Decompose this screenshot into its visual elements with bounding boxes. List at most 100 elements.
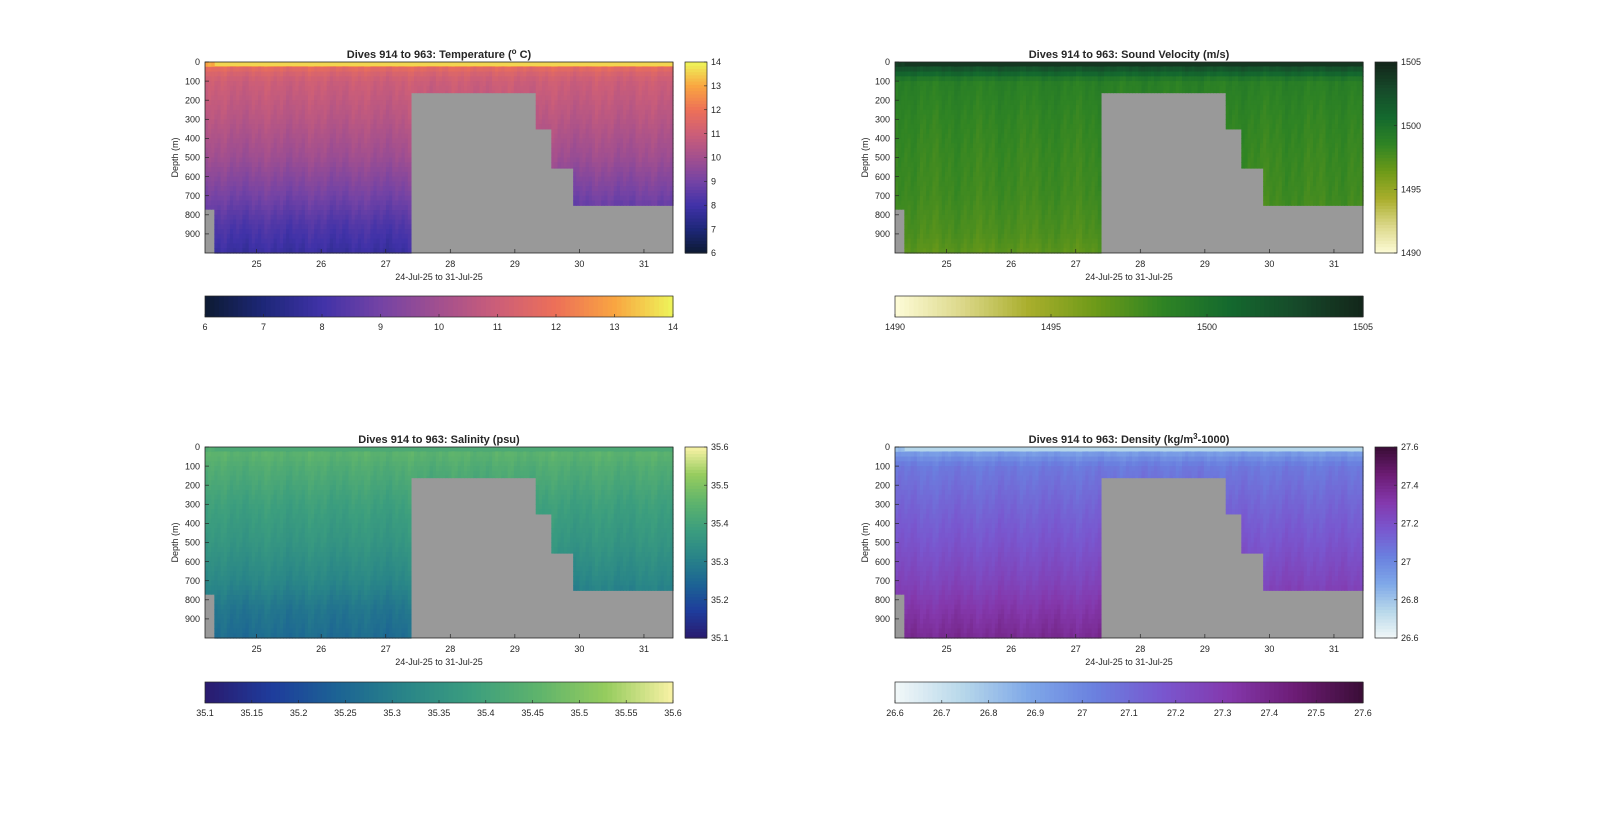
data-cell — [223, 167, 228, 173]
data-cell — [304, 124, 309, 130]
colorbar-tick-label: 11 — [493, 322, 502, 332]
data-cell — [245, 162, 250, 168]
data-cell — [307, 167, 312, 173]
data-cell — [251, 210, 256, 216]
data-cell — [332, 205, 337, 211]
data-cell — [251, 171, 256, 178]
data-cell — [298, 143, 303, 149]
data-cell — [292, 186, 297, 192]
data-cell — [307, 147, 312, 154]
data-cell — [254, 195, 259, 202]
data-cell — [407, 114, 412, 120]
data-cell — [220, 128, 225, 135]
data-cell — [301, 219, 306, 225]
data-cell — [276, 224, 281, 230]
data-cell — [236, 133, 240, 140]
data-cell — [317, 214, 322, 221]
data-cell — [311, 233, 315, 240]
data-cell — [283, 138, 287, 144]
data-cell — [254, 128, 259, 135]
data-cell — [251, 195, 256, 202]
data-cell — [276, 210, 281, 216]
data-cell — [214, 128, 219, 135]
data-cell — [242, 219, 247, 225]
data-cell — [267, 133, 272, 140]
data-cell — [292, 147, 297, 154]
data-cell — [245, 233, 250, 240]
data-cell — [233, 133, 237, 140]
data-cell — [298, 171, 303, 178]
data-cell — [311, 109, 315, 116]
data-cell — [326, 133, 331, 140]
data-cell — [273, 119, 278, 125]
data-cell — [245, 95, 250, 101]
data-cell — [273, 128, 278, 135]
data-cell — [245, 152, 250, 159]
data-cell — [233, 66, 237, 73]
data-cell — [226, 109, 231, 116]
data-cell — [264, 233, 268, 240]
data-cell — [326, 109, 331, 116]
data-cell — [304, 85, 309, 92]
data-cell — [264, 219, 268, 225]
data-cell — [261, 243, 265, 249]
data-cell — [339, 124, 343, 130]
data-cell — [276, 104, 281, 111]
data-cell — [320, 124, 325, 130]
data-cell — [258, 157, 262, 163]
data-cell — [214, 100, 219, 106]
data-cell — [339, 210, 343, 216]
data-cell — [239, 157, 244, 163]
data-cell — [264, 143, 268, 149]
data-cell — [223, 219, 228, 225]
data-cell — [286, 171, 290, 178]
data-cell — [292, 243, 297, 249]
data-cell — [267, 71, 272, 77]
data-cell — [205, 176, 209, 182]
data-cell — [292, 104, 297, 111]
data-cell — [261, 229, 265, 235]
data-cell — [220, 95, 225, 101]
data-cell — [336, 71, 340, 77]
data-cell — [223, 109, 228, 116]
data-cell — [239, 138, 244, 144]
data-cell — [332, 238, 337, 245]
data-cell — [276, 229, 281, 235]
data-cell — [342, 157, 346, 163]
data-cell — [283, 200, 287, 206]
data-cell — [229, 124, 234, 130]
data-cell — [276, 243, 281, 249]
data-cell — [264, 238, 268, 245]
data-cell — [248, 133, 253, 140]
data-cell — [295, 124, 300, 130]
data-cell — [273, 210, 278, 216]
data-cell — [223, 243, 228, 249]
data-cell — [264, 214, 268, 221]
data-cell — [301, 229, 306, 235]
data-cell — [264, 176, 268, 182]
data-cell — [301, 128, 306, 135]
data-cell — [292, 171, 297, 178]
data-cell — [279, 167, 284, 173]
data-cell — [336, 219, 340, 225]
data-cell — [258, 210, 262, 216]
data-cell — [339, 109, 343, 116]
data-cell — [245, 229, 250, 235]
data-cell — [226, 238, 231, 245]
data-cell — [279, 248, 284, 254]
data-cell — [226, 210, 231, 216]
data-cell — [301, 81, 306, 87]
data-cell — [314, 176, 318, 182]
data-cell — [211, 167, 215, 173]
colorbar-segment — [387, 296, 393, 317]
colorbar-segment — [593, 296, 599, 317]
data-cell — [242, 85, 247, 92]
data-cell — [332, 71, 337, 77]
data-cell — [214, 66, 219, 73]
data-cell — [342, 100, 346, 106]
data-cell — [304, 233, 309, 240]
data-cell — [292, 248, 297, 254]
data-cell — [229, 104, 234, 111]
data-cell — [233, 76, 237, 82]
data-cell — [339, 85, 343, 92]
